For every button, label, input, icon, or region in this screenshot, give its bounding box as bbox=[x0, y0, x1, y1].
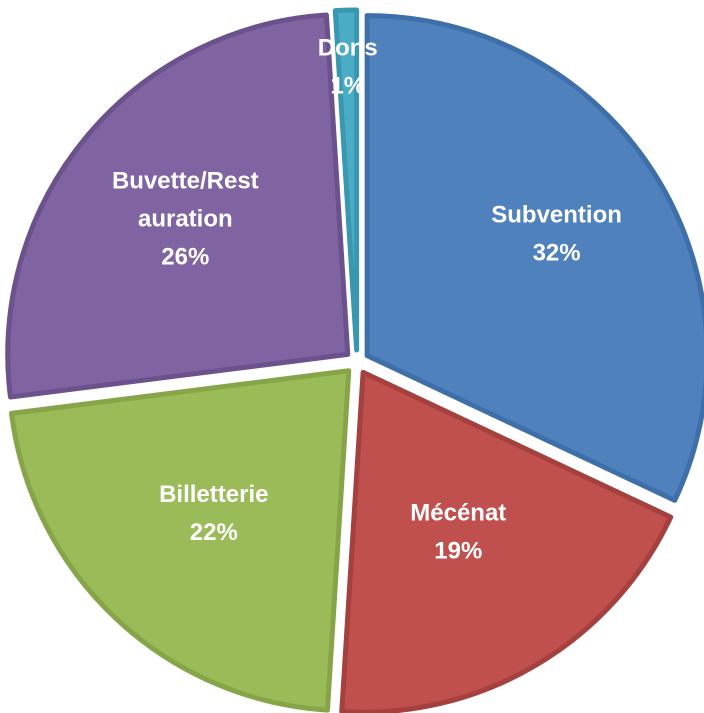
percent-subvention: 32% bbox=[533, 240, 581, 267]
category-billetterie: Billetterie bbox=[159, 481, 268, 508]
percent-billetterie: 22% bbox=[190, 519, 238, 546]
label-dons: Dons 1% bbox=[318, 34, 378, 99]
percent-dons: 1% bbox=[330, 72, 365, 99]
label-buvette-restauration: Buvette/Rest auration 26% bbox=[112, 167, 259, 270]
percent-buvette-restauration: 26% bbox=[161, 243, 209, 270]
slice-mecenat bbox=[339, 369, 674, 713]
percent-mecenat: 19% bbox=[434, 538, 482, 565]
category-subvention: Subvention bbox=[491, 202, 622, 229]
slice-billetterie bbox=[8, 368, 352, 713]
label-subvention: Subvention 32% bbox=[491, 202, 622, 267]
category-buvette-restauration: Buvette/Rest bbox=[112, 167, 259, 194]
category-dons: Dons bbox=[318, 34, 378, 61]
slice-dons bbox=[332, 7, 360, 353]
label-mecenat: Mécénat 19% bbox=[410, 500, 506, 565]
slice-buvette-restauration bbox=[5, 12, 351, 400]
slice-subvention bbox=[364, 13, 704, 503]
category-buvette-restauration: auration bbox=[138, 205, 233, 232]
label-billetterie: Billetterie 22% bbox=[159, 481, 268, 546]
category-mecenat: Mécénat bbox=[410, 500, 506, 527]
